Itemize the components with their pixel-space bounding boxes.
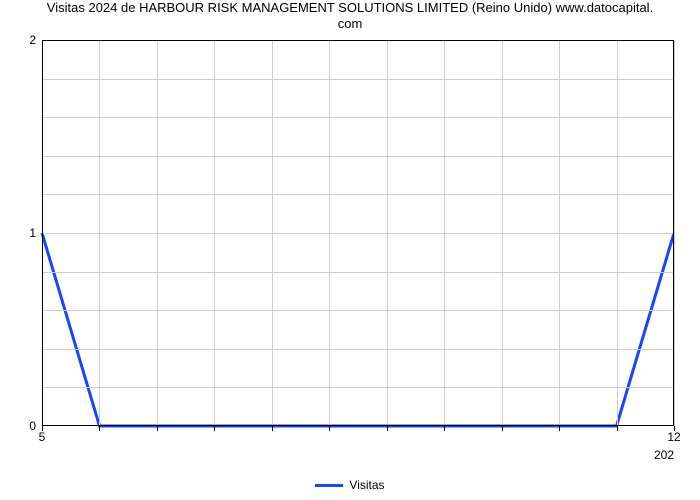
x-tick-label-left: 5 [39,426,46,444]
x-tick-mark [99,426,100,431]
grid-line-v [674,40,675,426]
chart-title-line2: com [338,16,363,31]
grid-line-v [502,40,503,426]
legend: Visitas [0,478,700,492]
y-tick-label: 2 [29,33,42,47]
grid-line-v [387,40,388,426]
grid-line-v [272,40,273,426]
grid-line-v [99,40,100,426]
x-tick-mark [157,426,158,431]
grid-line-v [329,40,330,426]
grid-line-h [42,310,674,311]
grid-line-h [42,349,674,350]
x-tick-mark [272,426,273,431]
legend-swatch [315,484,343,487]
grid-line-h [42,233,674,234]
plot-border-left [42,40,43,426]
chart-title: Visitas 2024 de HARBOUR RISK MANAGEMENT … [0,0,700,31]
x-tick-mark [559,426,560,431]
chart-title-line1: Visitas 2024 de HARBOUR RISK MANAGEMENT … [47,0,653,15]
chart-container: { "chart": { "type": "line", "title_line… [0,0,700,500]
grid-line-v [617,40,618,426]
plot-area: 012512 [42,40,674,426]
x-tick-mark [387,426,388,431]
grid-line-h [42,117,674,118]
grid-line-v [214,40,215,426]
x-axis-secondary-label: 202 [654,448,674,462]
legend-label: Visitas [349,478,384,492]
grid-line-v [559,40,560,426]
y-tick-label: 1 [29,226,42,240]
plot-border-bottom [42,425,674,426]
x-tick-label-right: 12 [667,426,680,444]
grid-line-h [42,79,674,80]
plot-border-right [673,40,674,426]
series-path [42,233,674,426]
grid-line-v [444,40,445,426]
grid-line-h [42,156,674,157]
x-tick-mark [617,426,618,431]
x-tick-mark [214,426,215,431]
x-tick-mark [329,426,330,431]
plot-border-top [42,40,674,41]
x-tick-mark [444,426,445,431]
grid-line-v [157,40,158,426]
grid-line-h [42,272,674,273]
grid-line-h [42,387,674,388]
x-tick-mark [502,426,503,431]
grid-line-h [42,194,674,195]
